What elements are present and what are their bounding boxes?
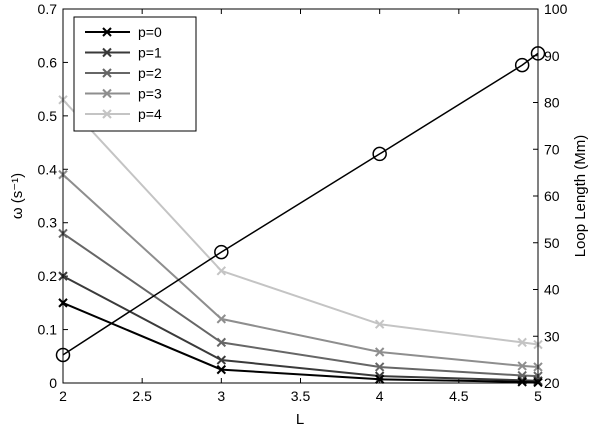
data-point (216, 355, 227, 365)
y2-tick-label: 90 (544, 48, 560, 64)
y2-tick-label: 40 (544, 282, 560, 298)
legend-marker (102, 109, 112, 119)
y-tick-label: 0.4 (38, 161, 58, 177)
data-point (216, 364, 227, 375)
x-tick-label: 4 (376, 388, 384, 404)
series-p-0 (58, 298, 543, 388)
x-tick-label: 3.5 (291, 388, 311, 404)
y-tick-label: 0.3 (38, 215, 58, 231)
y2-tick-label: 60 (544, 188, 560, 204)
legend-marker (102, 88, 112, 99)
data-point (216, 314, 227, 324)
legend-marker (102, 27, 112, 37)
legend-label: p=0 (138, 24, 162, 40)
legend-label: p=1 (138, 45, 162, 61)
data-point (517, 377, 527, 387)
data-point (216, 337, 227, 348)
y-tick-label: 0 (49, 375, 57, 391)
y2-tick-label: 80 (544, 95, 560, 111)
y2-tick-label: 100 (544, 1, 568, 17)
data-point (514, 57, 530, 73)
y-tick-label: 0.2 (38, 268, 58, 284)
data-point (372, 146, 387, 162)
legend-marker (102, 68, 112, 78)
y2-tick-label: 20 (544, 375, 560, 391)
legend-label: p=4 (138, 106, 162, 122)
x-tick-label: 3 (217, 388, 225, 404)
x-tick-label: 2 (59, 388, 67, 404)
data-point (214, 244, 229, 260)
data-point (517, 337, 527, 348)
data-point (374, 347, 385, 357)
y2-tick-label: 30 (544, 328, 560, 344)
legend-marker (102, 47, 112, 58)
y-tick-label: 0.7 (38, 1, 58, 17)
x-tick-label: 5 (534, 388, 542, 404)
legend-entry: p=4 (85, 106, 162, 122)
data-point (374, 319, 385, 329)
y-axis-label: ω (s⁻¹) (9, 173, 26, 219)
series-layer (55, 46, 546, 388)
y-tick-label: 0.5 (38, 108, 58, 124)
y-tick-label: 0.6 (38, 54, 58, 70)
legend-entry: p=2 (85, 65, 162, 81)
data-point (374, 362, 385, 372)
y2-axis-label: Loop Length (Mm) (572, 135, 589, 258)
x-tick-label: 4.5 (449, 388, 469, 404)
ticks-group: 2 2.5 3 3.5 4 4.5 500.10.20.30.40.50.60.720304… (38, 1, 568, 404)
data-point (216, 266, 227, 276)
data-point (374, 374, 385, 384)
y2-tick-label: 70 (544, 141, 560, 157)
plot-frame (62, 8, 539, 384)
legend: p=0 p=1 p=2 p=3 p=4 (73, 16, 197, 132)
legend-entry: p=3 (85, 86, 162, 102)
legend-entry: p=0 (85, 24, 162, 40)
x-axis-label: L (296, 411, 304, 428)
y2-tick-label: 50 (544, 235, 560, 251)
legend-label: p=3 (138, 86, 162, 102)
data-point (517, 361, 527, 371)
legend-entry: p=1 (85, 45, 162, 61)
x-tick-label: 2.5 (132, 388, 152, 404)
y-tick-label: 0.1 (38, 322, 58, 338)
legend-label: p=2 (138, 65, 162, 81)
